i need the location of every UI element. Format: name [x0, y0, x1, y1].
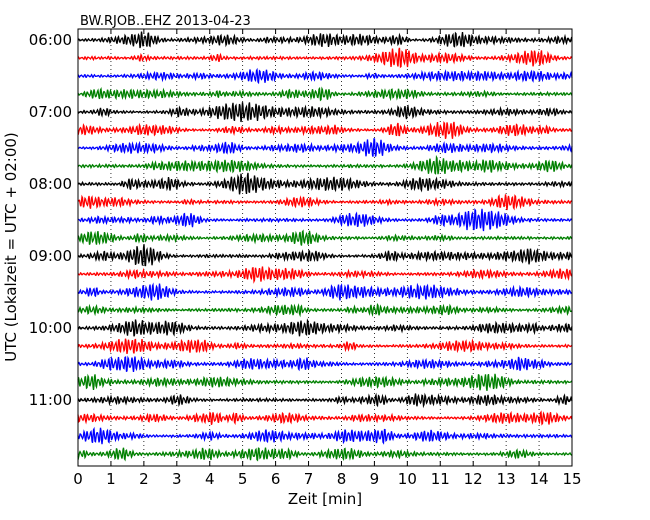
plot-frame: [77, 28, 573, 467]
seismogram-trace: [77, 207, 573, 232]
x-tick-label: 9: [370, 470, 380, 488]
y-tick-label: 08:00: [29, 175, 72, 193]
x-tick-label: 2: [139, 470, 149, 488]
x-tick-label: 0: [73, 470, 83, 488]
x-tick-label: 7: [304, 470, 314, 488]
y-tick-label: 06:00: [29, 31, 72, 49]
x-gridlines: [110, 29, 540, 466]
seismogram-trace: [77, 154, 573, 175]
seismogram-trace: [77, 31, 573, 49]
seismogram-trace: [77, 426, 573, 445]
seismogram-trace: [77, 266, 573, 284]
seismogram-trace: [77, 392, 573, 409]
x-tick-label: 15: [562, 470, 581, 488]
seismogram-trace: [77, 244, 573, 267]
x-axis-label: Zeit [min]: [288, 490, 362, 508]
seismogram-trace: [77, 86, 573, 102]
seismogram-trace: [77, 47, 573, 69]
seismogram-trace: [77, 282, 573, 301]
seismogram-trace: [77, 302, 573, 318]
seismogram-trace: [77, 172, 573, 195]
y-axis-ticks: 06:00 07:00 08:00 09:00 10:00 11:00: [29, 31, 572, 409]
seismogram-trace: [77, 355, 573, 372]
x-tick-label: 12: [464, 470, 483, 488]
seismogram-trace: [77, 318, 573, 337]
y-axis-label: UTC (Lokalzeit = UTC + 02:00): [2, 132, 20, 362]
y-tick-label: 09:00: [29, 247, 72, 265]
seismogram-trace: [77, 447, 573, 462]
seismogram-trace: [77, 138, 573, 157]
x-tick-label: 10: [398, 470, 417, 488]
seismogram-trace: [77, 120, 573, 139]
x-tick-label: 6: [271, 470, 281, 488]
seismogram-trace: [77, 67, 573, 85]
x-tick-label: 13: [497, 470, 516, 488]
x-tick-label: 5: [238, 470, 248, 488]
seismogram-trace: [77, 373, 573, 391]
x-tick-label: 14: [530, 470, 549, 488]
seismogram-trace: [77, 102, 573, 123]
x-tick-label: 4: [205, 470, 215, 488]
seismogram-trace: [77, 194, 573, 211]
seismogram-traces: [77, 31, 573, 462]
y-tick-label: 11:00: [29, 391, 72, 409]
y-tick-label: 10:00: [29, 319, 72, 337]
seismogram-trace: [77, 338, 573, 354]
x-axis-ticks: 0 1 2 3 4 5 6 7 8 9 10 11 12 13 14 15: [73, 29, 582, 488]
chart-title: BW.RJOB..EHZ 2013-04-23: [80, 14, 251, 29]
seismogram-trace: [77, 410, 573, 426]
x-tick-label: 3: [172, 470, 182, 488]
y-tick-label: 07:00: [29, 103, 72, 121]
x-tick-label: 1: [106, 470, 116, 488]
seismogram-trace: [77, 229, 573, 246]
x-tick-label: 8: [337, 470, 347, 488]
x-tick-label: 11: [431, 470, 450, 488]
